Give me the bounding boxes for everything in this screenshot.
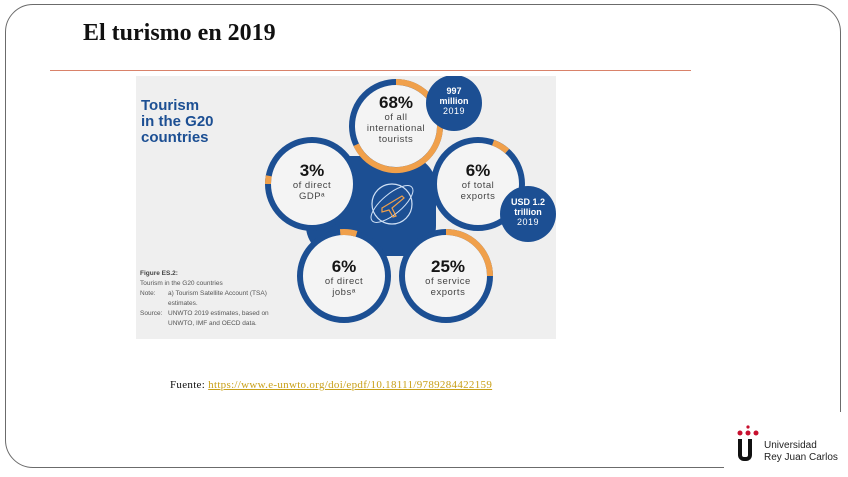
stat-jobs: 6% of direct jobsᵃ — [324, 257, 364, 299]
ring-progress-exports — [491, 139, 510, 154]
title-divider — [50, 70, 691, 71]
source-link[interactable]: https://www.e-unwto.org/doi/epdf/10.1811… — [208, 379, 493, 391]
source-label: Fuente: — [170, 379, 206, 391]
ring-progress-service — [445, 229, 493, 277]
logo-u-mark — [738, 439, 752, 461]
airplane-globe-icon — [370, 183, 414, 225]
ring-progress-tourists — [353, 79, 443, 173]
infographic-graphics — [265, 76, 556, 323]
crown-icon — [737, 425, 759, 436]
stat-gdp: 3% of direct GDPᵃ — [292, 161, 332, 203]
university-logo: Universidad Rey Juan Carlos — [724, 412, 848, 472]
stat-exports: 6% of total exports — [460, 161, 496, 203]
stat-service-exports: 25% of service exports — [425, 257, 471, 299]
ring-exports — [431, 137, 525, 231]
source-line: Fuente: https://www.e-unwto.org/doi/epdf… — [170, 379, 492, 391]
stat-tourists: 68% of all international tourists — [366, 93, 426, 146]
tourism-infographic: Tourism in the G20 countries 68% of all … — [136, 76, 556, 339]
badge-exports: USD 1.2 trillion 2019 — [510, 197, 545, 227]
logo-text: Universidad Rey Juan Carlos — [764, 440, 838, 463]
badge-tourists: 997 million 2019 — [439, 86, 469, 116]
slide-title: El turismo en 2019 — [83, 20, 276, 46]
figure-caption: Figure ES.2: Tourism in the G20 countrie… — [140, 270, 269, 327]
badge-circle-exports-badge — [500, 186, 556, 242]
slide-frame — [5, 4, 841, 468]
ring-progress-gdp — [265, 175, 272, 185]
ring-progress-jobs — [339, 229, 358, 237]
figure-heading: Tourism in the G20 countries — [141, 97, 214, 146]
badge-circle-tourists-badge — [426, 76, 482, 131]
